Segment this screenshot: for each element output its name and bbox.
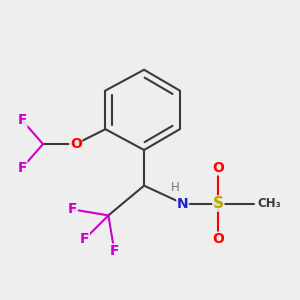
- Text: H: H: [171, 181, 180, 194]
- Text: N: N: [177, 196, 188, 211]
- Text: F: F: [17, 161, 27, 175]
- Text: S: S: [213, 196, 224, 211]
- Text: F: F: [68, 202, 77, 216]
- Text: F: F: [17, 113, 27, 127]
- Text: F: F: [80, 232, 89, 246]
- Text: CH₃: CH₃: [257, 197, 281, 210]
- Text: O: O: [212, 232, 224, 246]
- Text: O: O: [212, 161, 224, 175]
- Text: O: O: [70, 137, 82, 151]
- Text: F: F: [110, 244, 119, 258]
